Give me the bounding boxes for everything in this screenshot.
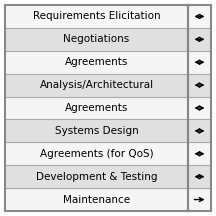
- Text: Negotiations: Negotiations: [63, 34, 130, 44]
- Bar: [188, 51, 211, 74]
- Bar: [5, 142, 188, 165]
- Bar: [5, 119, 188, 142]
- Bar: [5, 97, 188, 119]
- Bar: [188, 28, 211, 51]
- Bar: [188, 188, 211, 211]
- Bar: [5, 74, 188, 97]
- Text: Agreements: Agreements: [65, 57, 128, 67]
- Bar: [5, 5, 188, 28]
- Bar: [5, 188, 188, 211]
- Text: Development & Testing: Development & Testing: [36, 172, 157, 182]
- Text: Requirements Elicitation: Requirements Elicitation: [33, 11, 160, 21]
- Text: Maintenance: Maintenance: [63, 195, 130, 205]
- Bar: [188, 119, 211, 142]
- Text: Systems Design: Systems Design: [55, 126, 138, 136]
- Bar: [5, 165, 188, 188]
- Bar: [5, 51, 188, 74]
- Text: Agreements: Agreements: [65, 103, 128, 113]
- Bar: [188, 5, 211, 28]
- Bar: [188, 165, 211, 188]
- Text: Agreements (for QoS): Agreements (for QoS): [40, 149, 153, 159]
- Bar: [188, 74, 211, 97]
- Bar: [188, 97, 211, 119]
- Bar: [188, 142, 211, 165]
- Text: Analysis/Architectural: Analysis/Architectural: [40, 80, 154, 90]
- Bar: [5, 28, 188, 51]
